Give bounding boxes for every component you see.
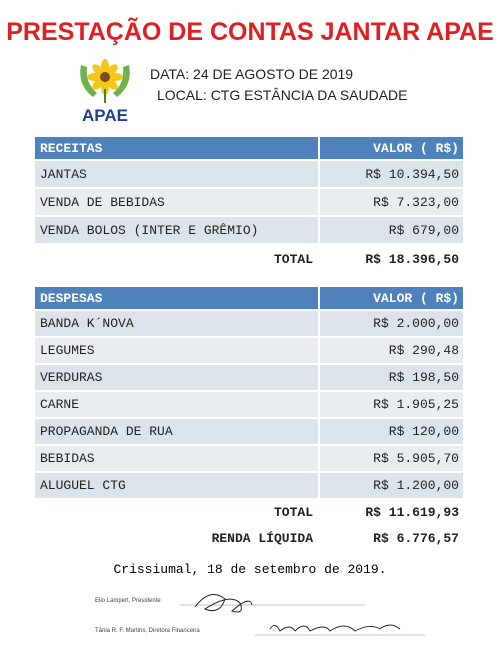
table-row: RECEITAS VALOR ( R$) xyxy=(35,137,463,161)
table-row: BEBIDAS R$ 5.905,70 xyxy=(35,446,463,473)
label-cell: TOTAL xyxy=(35,245,320,273)
value-cell: R$ 18.396,50 xyxy=(365,251,459,267)
label-cell: ALUGUEL CTG xyxy=(35,473,320,498)
table-row: TOTAL R$ 18.396,50 xyxy=(35,245,463,275)
date: DATA: 24 DE AGOSTO DE 2019 xyxy=(150,66,354,82)
label-cell: PROPAGANDA DE RUA xyxy=(35,419,320,444)
despesas-table: DESPESAS VALOR ( R$) BANDA K´NOVA R$ 2.000,… xyxy=(35,287,463,552)
logo-text: APAE xyxy=(82,106,128,125)
signatures xyxy=(180,594,425,636)
value-cell: R$ 2.000,00 xyxy=(373,316,459,331)
label-cell: TOTAL xyxy=(35,500,320,524)
table-row: BANDA K´NOVA R$ 2.000,00 xyxy=(35,311,463,338)
value-cell: R$ 7.323,00 xyxy=(373,194,459,210)
table-row: CARNE R$ 1.905,25 xyxy=(35,392,463,419)
table-row: RENDA LÍQUIDA R$ 6.776,57 xyxy=(35,526,463,552)
label-cell: CARNE xyxy=(35,392,320,417)
label-cell: LEGUMES xyxy=(35,338,320,363)
value-cell: VALOR ( R$) xyxy=(373,290,459,306)
value-cell: R$ 679,00 xyxy=(388,222,459,238)
label-cell: VERDURAS xyxy=(35,365,320,390)
value-cell: R$ 120,00 xyxy=(388,424,459,439)
value-cell: R$ 11.619,93 xyxy=(365,504,459,520)
table-row: PROPAGANDA DE RUA R$ 120,00 xyxy=(35,419,463,446)
label-cell: VENDA DE BEBIDAS xyxy=(35,189,320,215)
value-cell: VALOR ( R$) xyxy=(373,140,459,156)
value-cell: R$ 1.200,00 xyxy=(373,478,459,493)
logo: APAE xyxy=(80,59,130,125)
value-cell: R$ 1.905,25 xyxy=(373,397,459,412)
location: LOCAL: CTG ESTÂNCIA DA SAUDADE xyxy=(157,87,408,103)
value-cell: R$ 10.394,50 xyxy=(365,166,459,182)
table-row: TOTAL R$ 11.619,93 xyxy=(35,500,463,526)
signature-caption: Elio Lampert, Presidente xyxy=(95,598,161,604)
value-cell: R$ 5.905,70 xyxy=(373,451,459,466)
table-row: DESPESAS VALOR ( R$) xyxy=(35,287,463,311)
label-cell: BEBIDAS xyxy=(35,446,320,471)
label-cell: VENDA BOLOS (INTER E GRÊMIO) xyxy=(35,217,320,243)
table-row: VERDURAS R$ 198,50 xyxy=(35,365,463,392)
place-date: Crissiumal, 18 de setembro de 2019. xyxy=(113,562,387,577)
label-cell: RENDA LÍQUIDA xyxy=(35,526,320,550)
table-row: LEGUMES R$ 290,48 xyxy=(35,338,463,365)
table-row: ALUGUEL CTG R$ 1.200,00 xyxy=(35,473,463,500)
table-row: VENDA BOLOS (INTER E GRÊMIO) R$ 679,00 xyxy=(35,217,463,245)
label-cell: BANDA K´NOVA xyxy=(35,311,320,336)
table-row: JANTAS R$ 10.394,50 xyxy=(35,161,463,189)
label-cell: JANTAS xyxy=(35,161,320,187)
label-cell: RECEITAS xyxy=(35,137,320,159)
value-cell: R$ 198,50 xyxy=(388,370,459,385)
title: PRESTAÇÃO DE CONTAS JANTAR APAE xyxy=(6,18,494,46)
label-cell: DESPESAS xyxy=(35,287,320,309)
receitas-table: RECEITAS VALOR ( R$) JANTAS R$ 10.394,50 VEN… xyxy=(35,137,463,275)
value-cell: R$ 6.776,57 xyxy=(373,530,459,546)
table-row: VENDA DE BEBIDAS R$ 7.323,00 xyxy=(35,189,463,217)
value-cell: R$ 290,48 xyxy=(388,343,459,358)
signature-caption: Tânia R. F. Martins, Diretora Financeira xyxy=(95,628,200,634)
